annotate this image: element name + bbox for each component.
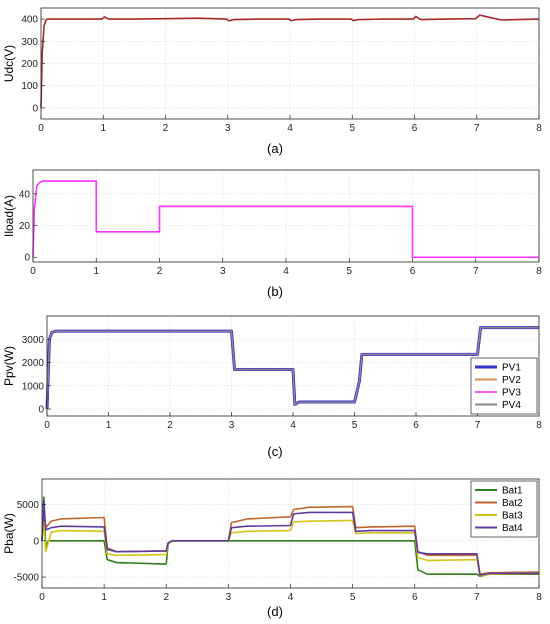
x-tick-label: 0 bbox=[39, 592, 45, 603]
y-tick-label: 5000 bbox=[17, 500, 40, 511]
x-tick-label: 4 bbox=[287, 123, 293, 134]
y-tick-label: 2000 bbox=[22, 358, 45, 369]
series-line-1-0 bbox=[32, 180, 539, 259]
y-tick-label: 200 bbox=[21, 59, 38, 70]
series-line-Bat4 bbox=[41, 499, 539, 576]
x-tick-label: 8 bbox=[536, 592, 542, 603]
panel-caption: (b) bbox=[267, 284, 283, 299]
plot-area bbox=[47, 316, 539, 416]
x-tick-label: 0 bbox=[44, 420, 50, 431]
x-tick-label: 2 bbox=[157, 266, 163, 277]
y-tick-label: 400 bbox=[21, 15, 38, 26]
x-tick-label: 8 bbox=[536, 420, 542, 431]
legend-label: PV4 bbox=[502, 400, 521, 411]
y-tick-label: 0 bbox=[32, 103, 38, 114]
x-tick-label: 3 bbox=[225, 123, 231, 134]
x-tick-label: 5 bbox=[352, 420, 358, 431]
x-tick-label: 4 bbox=[290, 420, 296, 431]
y-tick-label: 0 bbox=[33, 536, 39, 547]
panel-caption: (a) bbox=[267, 141, 283, 156]
x-tick-label: 2 bbox=[167, 420, 173, 431]
x-tick-label: 2 bbox=[163, 123, 169, 134]
y-tick-label: 0 bbox=[24, 253, 30, 264]
x-tick-label: 7 bbox=[473, 266, 479, 277]
legend-label: Bat4 bbox=[502, 523, 523, 534]
legend-label: Bat1 bbox=[502, 486, 523, 497]
chart-panel-0: 0 1 2 3 4 5 6 7 8 0 100 200 300 400 Udc(V) (a) bbox=[2, 7, 542, 156]
x-tick-label: 7 bbox=[475, 420, 481, 431]
x-tick-label: 7 bbox=[474, 592, 480, 603]
x-tick-label: 5 bbox=[350, 592, 356, 603]
x-tick-label: 5 bbox=[349, 123, 355, 134]
x-tick-label: 1 bbox=[106, 420, 112, 431]
y-tick-label: 1000 bbox=[22, 381, 45, 392]
y-tick-label: 100 bbox=[21, 81, 38, 92]
chart-panel-3: 0 1 2 3 4 5 6 7 8-500005000Pba(W)(d)Bat1Bat2Bat3… bbox=[2, 478, 542, 619]
x-tick-label: 7 bbox=[474, 123, 480, 134]
x-tick-label: 1 bbox=[93, 266, 99, 277]
x-tick-label: 6 bbox=[412, 592, 418, 603]
y-axis-label: Udc(V) bbox=[2, 45, 16, 82]
panel-caption: (c) bbox=[267, 444, 282, 459]
y-tick-label: -5000 bbox=[13, 573, 39, 584]
x-tick-label: 5 bbox=[346, 266, 352, 277]
x-tick-label: 4 bbox=[288, 592, 294, 603]
x-tick-label: 4 bbox=[283, 266, 289, 277]
y-axis-label: Pba(W) bbox=[2, 513, 16, 554]
legend-label: PV2 bbox=[502, 375, 521, 386]
y-tick-label: 20 bbox=[19, 221, 31, 232]
legend-label: PV3 bbox=[502, 388, 521, 399]
x-tick-label: 1 bbox=[101, 592, 107, 603]
series-line-Bat3 bbox=[41, 519, 540, 577]
x-tick-label: 3 bbox=[229, 420, 235, 431]
y-axis-label: Iload(A) bbox=[2, 195, 16, 237]
x-tick-label: 0 bbox=[30, 266, 36, 277]
x-tick-label: 1 bbox=[100, 123, 106, 134]
y-tick-label: 300 bbox=[21, 37, 38, 48]
panel-caption: (d) bbox=[267, 604, 283, 619]
y-tick-label: 3000 bbox=[22, 335, 45, 346]
legend-label: Bat2 bbox=[502, 498, 523, 509]
y-tick-label: 40 bbox=[19, 189, 31, 200]
legend-label: Bat3 bbox=[502, 511, 523, 522]
x-tick-label: 3 bbox=[226, 592, 232, 603]
series-line-0-0 bbox=[40, 14, 540, 108]
x-tick-label: 6 bbox=[410, 266, 416, 277]
x-tick-label: 8 bbox=[536, 123, 542, 134]
x-tick-label: 0 bbox=[38, 123, 44, 134]
y-axis-label: Ppv(W) bbox=[2, 346, 16, 386]
x-tick-label: 3 bbox=[220, 266, 226, 277]
legend-label: PV1 bbox=[502, 363, 521, 374]
x-tick-label: 8 bbox=[536, 266, 542, 277]
x-tick-label: 6 bbox=[413, 420, 419, 431]
series-line-PV4 bbox=[46, 327, 539, 410]
y-tick-label: 0 bbox=[38, 405, 44, 416]
x-tick-label: 2 bbox=[163, 592, 169, 603]
x-tick-label: 6 bbox=[412, 123, 418, 134]
